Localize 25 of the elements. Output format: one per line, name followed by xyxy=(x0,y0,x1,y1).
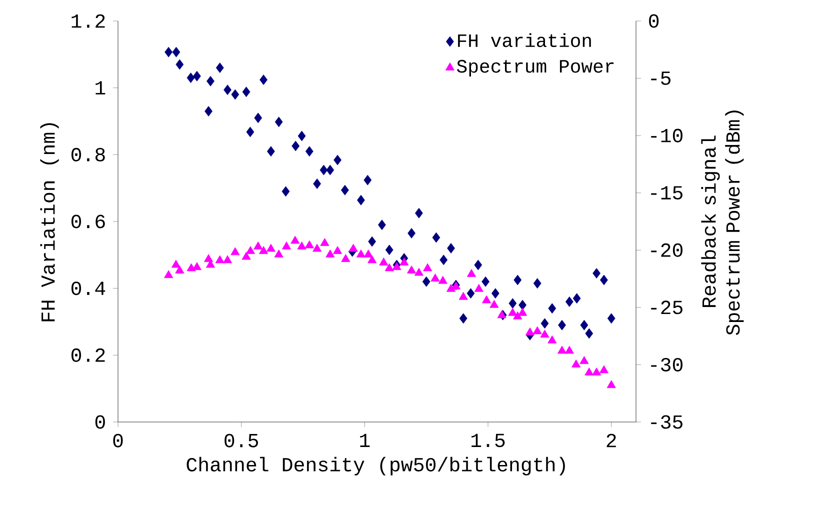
y2-tick-label: -15 xyxy=(651,186,682,200)
y2-tick-label: -10 xyxy=(651,128,682,142)
y2-tick-label: -20 xyxy=(651,243,682,257)
x-tick-label: 1 xyxy=(360,434,370,447)
y-tick-label: 0.8 xyxy=(71,148,105,162)
y-axis-title: FH Variation (nm) xyxy=(40,123,59,322)
x-tick-label: 0.5 xyxy=(224,434,258,448)
y-tick-label: 1 xyxy=(96,81,106,94)
legend-label: FH variation xyxy=(458,33,591,48)
y-tick-label: 0 xyxy=(95,415,105,429)
y2-tick-label: -30 xyxy=(651,358,682,372)
y2-axis-title: Readback signal Spectrum Power (dBm) xyxy=(701,110,744,335)
y2-tick-label: -5 xyxy=(651,72,670,85)
x-axis-title: Channel Density (pw50/bitlength) xyxy=(186,456,565,476)
y2-tick-label: -25 xyxy=(651,300,682,314)
x-tick-label: 1.5 xyxy=(472,434,505,448)
y-tick-label: 1.2 xyxy=(72,14,105,28)
y-tick-label: 0.2 xyxy=(71,348,105,362)
legend-label: Spectrum Power xyxy=(456,60,614,76)
y2-tick-label: 0 xyxy=(649,14,659,28)
y-tick-label: 0.6 xyxy=(71,214,105,228)
x-tick-label: 2 xyxy=(606,434,616,448)
y2-tick-label: -35 xyxy=(651,415,682,429)
y-tick-label: 0.4 xyxy=(71,282,106,296)
x-tick-label: 0 xyxy=(113,434,123,448)
